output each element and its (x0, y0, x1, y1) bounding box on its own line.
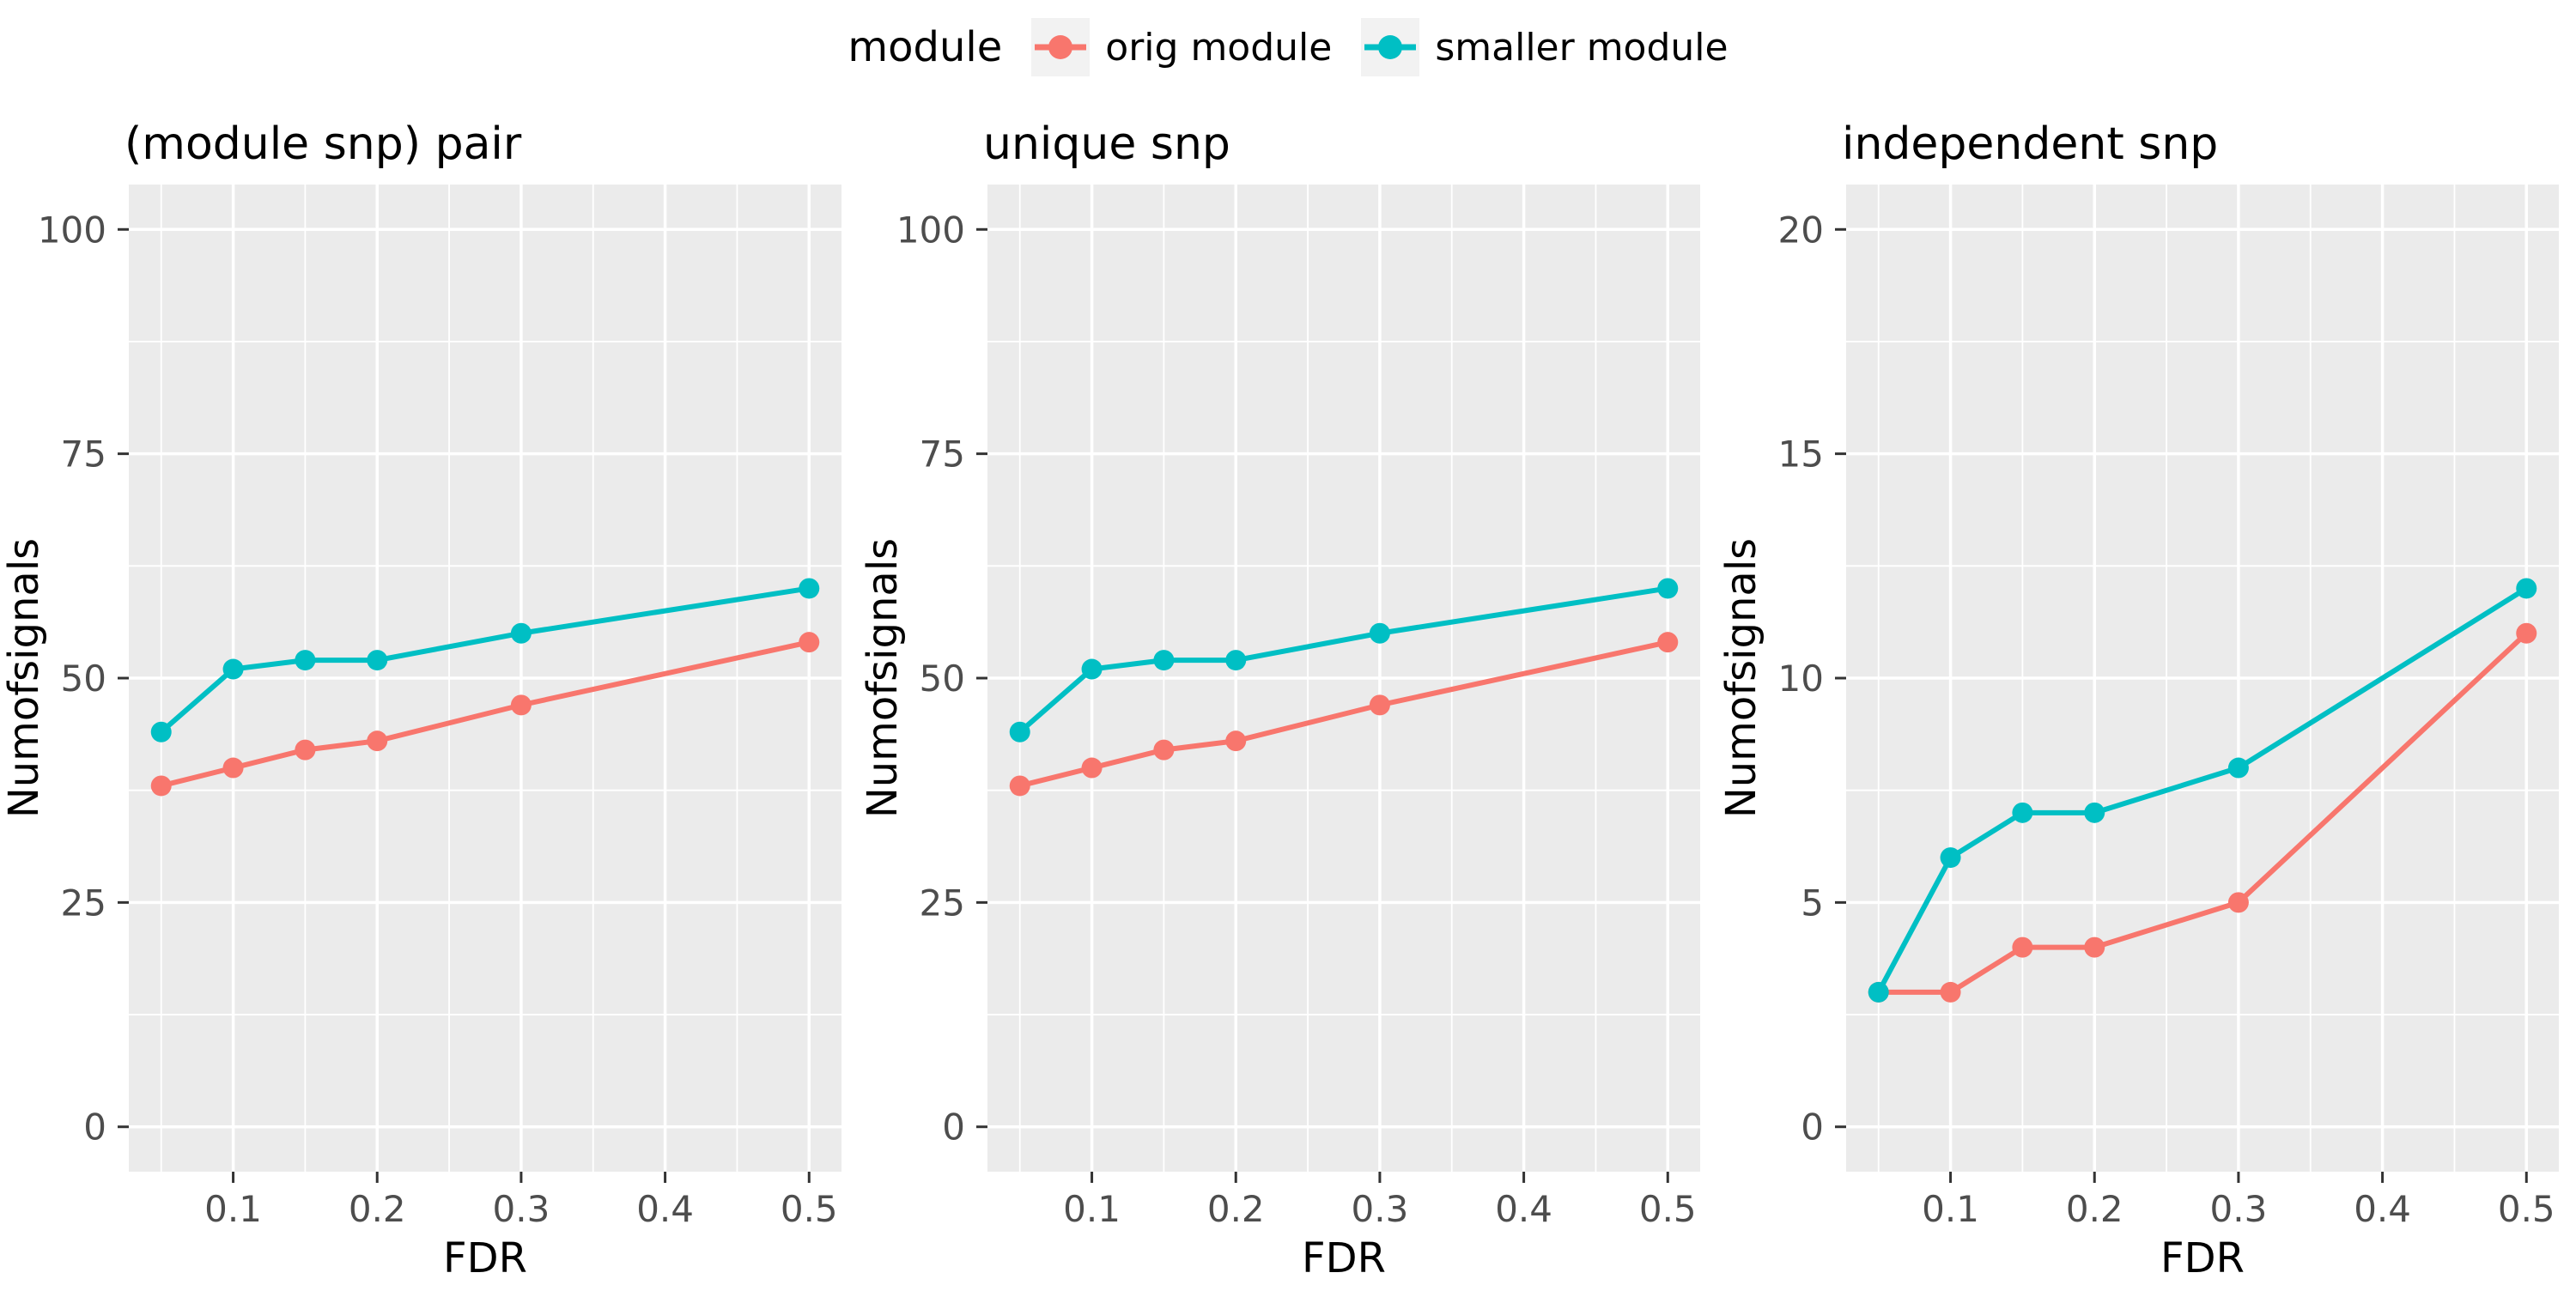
data-point-smaller-module (2012, 802, 2033, 823)
data-point-orig-module (1225, 730, 1247, 752)
data-point-orig-module (367, 730, 388, 752)
data-point-smaller-module (1940, 847, 1961, 869)
data-point-smaller-module (1657, 578, 1679, 599)
data-point-orig-module (222, 757, 244, 779)
y-tick-label: 75 (61, 433, 106, 476)
data-point-smaller-module (510, 622, 532, 644)
chart-canvas: 0.1 0.2 0.3 0.4 0.5 0 25 50 75 100 unique snp FDR Nu… (859, 118, 1700, 1282)
data-point-smaller-module (2084, 802, 2105, 823)
data-point-orig-module (150, 775, 172, 797)
legend-item-smaller-module: smaller module (1361, 18, 1728, 76)
y-tick-label: 100 (38, 209, 106, 251)
data-point-orig-module (2227, 892, 2249, 913)
data-point-smaller-module (2227, 757, 2249, 779)
data-point-smaller-module (2516, 578, 2537, 599)
data-point-orig-module (1009, 775, 1030, 797)
y-axis-title: Numofsignals (1717, 538, 1765, 818)
y-axis-title: Numofsignals (859, 538, 907, 818)
data-point-orig-module (2012, 936, 2033, 958)
x-axis-title: FDR (2160, 1234, 2245, 1282)
y-tick-label: 75 (920, 433, 965, 476)
data-point-smaller-module (799, 578, 820, 599)
data-point-orig-module (295, 739, 316, 761)
data-point-smaller-module (1153, 650, 1175, 671)
x-tick-label: 0.2 (2066, 1188, 2123, 1230)
data-point-smaller-module (367, 650, 388, 671)
legend-key-smaller-module (1361, 18, 1420, 76)
data-point-smaller-module (1868, 981, 1889, 1003)
legend-item-label: smaller module (1435, 25, 1728, 70)
x-tick-label: 0.1 (204, 1188, 262, 1230)
legend-key-orig-module (1031, 18, 1091, 76)
x-tick-label: 0.3 (493, 1188, 550, 1230)
x-tick-label: 0.3 (2210, 1188, 2268, 1230)
y-tick-label: 50 (61, 658, 106, 700)
panel-title: unique snp (983, 118, 1230, 170)
data-point-smaller-module (150, 721, 172, 742)
x-tick-label: 0.5 (1639, 1188, 1697, 1230)
facet-row: 0.1 0.2 0.3 0.4 0.5 0 25 50 75 100 (module snp) pa… (0, 94, 2576, 1288)
data-point-orig-module (2084, 936, 2105, 958)
y-tick-label: 10 (1778, 658, 1824, 700)
y-tick-label: 0 (83, 1106, 106, 1149)
facet-module-snp-pair: 0.1 0.2 0.3 0.4 0.5 0 25 50 75 100 (module snp) pa… (0, 94, 859, 1288)
y-tick-label: 0 (1801, 1106, 1824, 1149)
y-tick-label: 100 (896, 209, 965, 251)
y-tick-label: 15 (1778, 433, 1824, 476)
facet-unique-snp: 0.1 0.2 0.3 0.4 0.5 0 25 50 75 100 unique snp FDR Nu… (859, 94, 1717, 1288)
x-tick-label: 0.1 (1063, 1188, 1121, 1230)
x-tick-label: 0.5 (2498, 1188, 2555, 1230)
data-point-orig-module (1369, 694, 1390, 716)
panel-title: (module snp) pair (125, 118, 522, 170)
x-tick-label: 0.2 (1207, 1188, 1265, 1230)
data-point-orig-module (2516, 622, 2537, 644)
y-tick-label: 0 (942, 1106, 965, 1149)
data-point-smaller-module (222, 658, 244, 680)
data-point-smaller-module (1009, 721, 1030, 742)
chart-canvas: 0.1 0.2 0.3 0.4 0.5 0 25 50 75 100 (module snp) pa… (0, 118, 841, 1282)
x-tick-label: 0.1 (1922, 1188, 1979, 1230)
data-point-smaller-module (1369, 622, 1390, 644)
data-point-smaller-module (1225, 650, 1247, 671)
chart-canvas: 0.1 0.2 0.3 0.4 0.5 0 5 10 15 20 independent snp FD… (1717, 118, 2559, 1282)
data-point-orig-module (1940, 981, 1961, 1003)
x-tick-label: 0.3 (1352, 1188, 1409, 1230)
y-tick-label: 5 (1801, 882, 1824, 924)
data-point-smaller-module (1081, 658, 1103, 680)
line-point-key-icon (1364, 35, 1417, 59)
y-tick-label: 25 (61, 882, 106, 924)
series-line-smaller-module (1876, 585, 2528, 994)
data-point-orig-module (510, 694, 532, 716)
y-axis-title: Numofsignals (0, 538, 48, 818)
data-point-smaller-module (295, 650, 316, 671)
series-line-smaller-module (159, 585, 810, 734)
x-tick-label: 0.4 (636, 1188, 694, 1230)
y-tick-label: 25 (920, 882, 965, 924)
series-line-orig-module (161, 639, 810, 789)
legend-item-orig-module: orig module (1031, 18, 1332, 76)
y-tick-label: 20 (1778, 209, 1824, 251)
legend-item-label: orig module (1105, 25, 1333, 70)
line-point-key-icon (1035, 35, 1087, 59)
data-point-orig-module (799, 632, 820, 653)
legend-title: module (848, 23, 1003, 71)
series-line-orig-module (1019, 639, 1668, 789)
data-point-orig-module (1153, 739, 1175, 761)
legend: module orig module smaller module (0, 0, 2576, 94)
facet-independent-snp: 0.1 0.2 0.3 0.4 0.5 0 5 10 15 20 independent snp FD… (1717, 94, 2576, 1288)
x-tick-label: 0.4 (2354, 1188, 2411, 1230)
x-axis-title: FDR (443, 1234, 527, 1282)
y-tick-label: 50 (920, 658, 965, 700)
x-axis-title: FDR (1302, 1234, 1386, 1282)
data-point-orig-module (1657, 632, 1679, 653)
series-line-smaller-module (1018, 585, 1668, 734)
x-tick-label: 0.2 (349, 1188, 406, 1230)
x-tick-label: 0.4 (1495, 1188, 1552, 1230)
x-tick-label: 0.5 (781, 1188, 838, 1230)
data-point-orig-module (1081, 757, 1103, 779)
series-line-orig-module (1878, 631, 2529, 995)
panel-title: independent snp (1842, 118, 2218, 170)
